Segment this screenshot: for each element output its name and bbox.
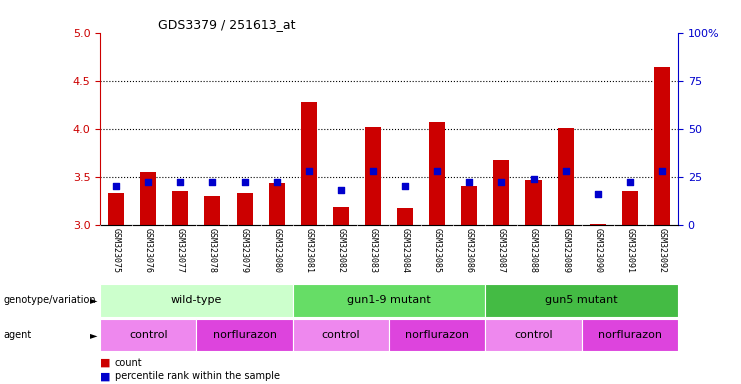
Point	[559, 168, 571, 174]
Text: gun1-9 mutant: gun1-9 mutant	[347, 295, 431, 306]
Text: gun5 mutant: gun5 mutant	[545, 295, 618, 306]
Text: GSM323086: GSM323086	[465, 227, 473, 273]
Text: ■: ■	[100, 358, 110, 368]
Bar	[268, 184, 285, 225]
Text: GSM323080: GSM323080	[272, 227, 281, 273]
Point	[624, 179, 636, 185]
Text: GSM323081: GSM323081	[305, 227, 313, 273]
Point	[207, 179, 219, 185]
Bar	[100, 284, 293, 317]
Text: percentile rank within the sample: percentile rank within the sample	[115, 371, 280, 381]
Bar	[293, 284, 485, 317]
Text: GSM323088: GSM323088	[529, 227, 538, 273]
Bar	[654, 67, 670, 225]
Bar	[108, 193, 124, 225]
Bar	[196, 319, 293, 351]
Point	[367, 168, 379, 174]
Point	[335, 187, 347, 193]
Point	[270, 179, 282, 185]
Text: GSM323090: GSM323090	[594, 227, 602, 273]
Bar	[525, 180, 542, 225]
Text: GDS3379 / 251613_at: GDS3379 / 251613_at	[158, 18, 296, 31]
Text: control: control	[129, 330, 167, 340]
Text: GSM323084: GSM323084	[401, 227, 410, 273]
Text: GSM323092: GSM323092	[657, 227, 666, 273]
Bar	[389, 319, 485, 351]
Text: control: control	[322, 330, 360, 340]
Text: norflurazon: norflurazon	[405, 330, 469, 340]
Point	[528, 175, 539, 182]
Bar	[582, 319, 678, 351]
Point	[431, 168, 443, 174]
Bar	[494, 161, 510, 225]
Bar	[301, 102, 316, 225]
Bar	[397, 209, 413, 225]
Bar	[461, 186, 477, 225]
Point	[142, 179, 154, 185]
Bar	[333, 207, 349, 225]
Text: GSM323089: GSM323089	[561, 227, 570, 273]
Text: GSM323078: GSM323078	[208, 227, 217, 273]
Point	[110, 183, 122, 189]
Text: norflurazon: norflurazon	[598, 330, 662, 340]
Text: GSM323079: GSM323079	[240, 227, 249, 273]
Text: GSM323091: GSM323091	[625, 227, 634, 273]
Bar	[365, 127, 381, 225]
Bar	[236, 193, 253, 225]
Text: GSM323076: GSM323076	[144, 227, 153, 273]
Text: GSM323075: GSM323075	[112, 227, 121, 273]
Text: control: control	[514, 330, 553, 340]
Text: GSM323087: GSM323087	[497, 227, 506, 273]
Point	[592, 191, 604, 197]
Bar	[485, 319, 582, 351]
Text: ►: ►	[90, 295, 98, 306]
Text: ►: ►	[90, 330, 98, 340]
Bar	[293, 319, 389, 351]
Bar	[557, 128, 574, 225]
Text: count: count	[115, 358, 142, 368]
Text: wild-type: wild-type	[170, 295, 222, 306]
Bar	[100, 319, 196, 351]
Text: GSM323083: GSM323083	[368, 227, 377, 273]
Text: norflurazon: norflurazon	[213, 330, 276, 340]
Point	[496, 179, 508, 185]
Bar	[429, 122, 445, 225]
Text: ■: ■	[100, 371, 110, 381]
Text: genotype/variation: genotype/variation	[4, 295, 96, 306]
Bar	[205, 196, 221, 225]
Text: GSM323082: GSM323082	[336, 227, 345, 273]
Text: GSM323085: GSM323085	[433, 227, 442, 273]
Bar	[485, 284, 678, 317]
Point	[239, 179, 250, 185]
Point	[656, 168, 668, 174]
Text: GSM323077: GSM323077	[176, 227, 185, 273]
Point	[174, 179, 186, 185]
Bar	[140, 172, 156, 225]
Point	[399, 183, 411, 189]
Bar	[590, 224, 605, 225]
Point	[303, 168, 315, 174]
Bar	[172, 191, 188, 225]
Point	[463, 179, 475, 185]
Text: agent: agent	[4, 330, 32, 340]
Bar	[622, 191, 638, 225]
